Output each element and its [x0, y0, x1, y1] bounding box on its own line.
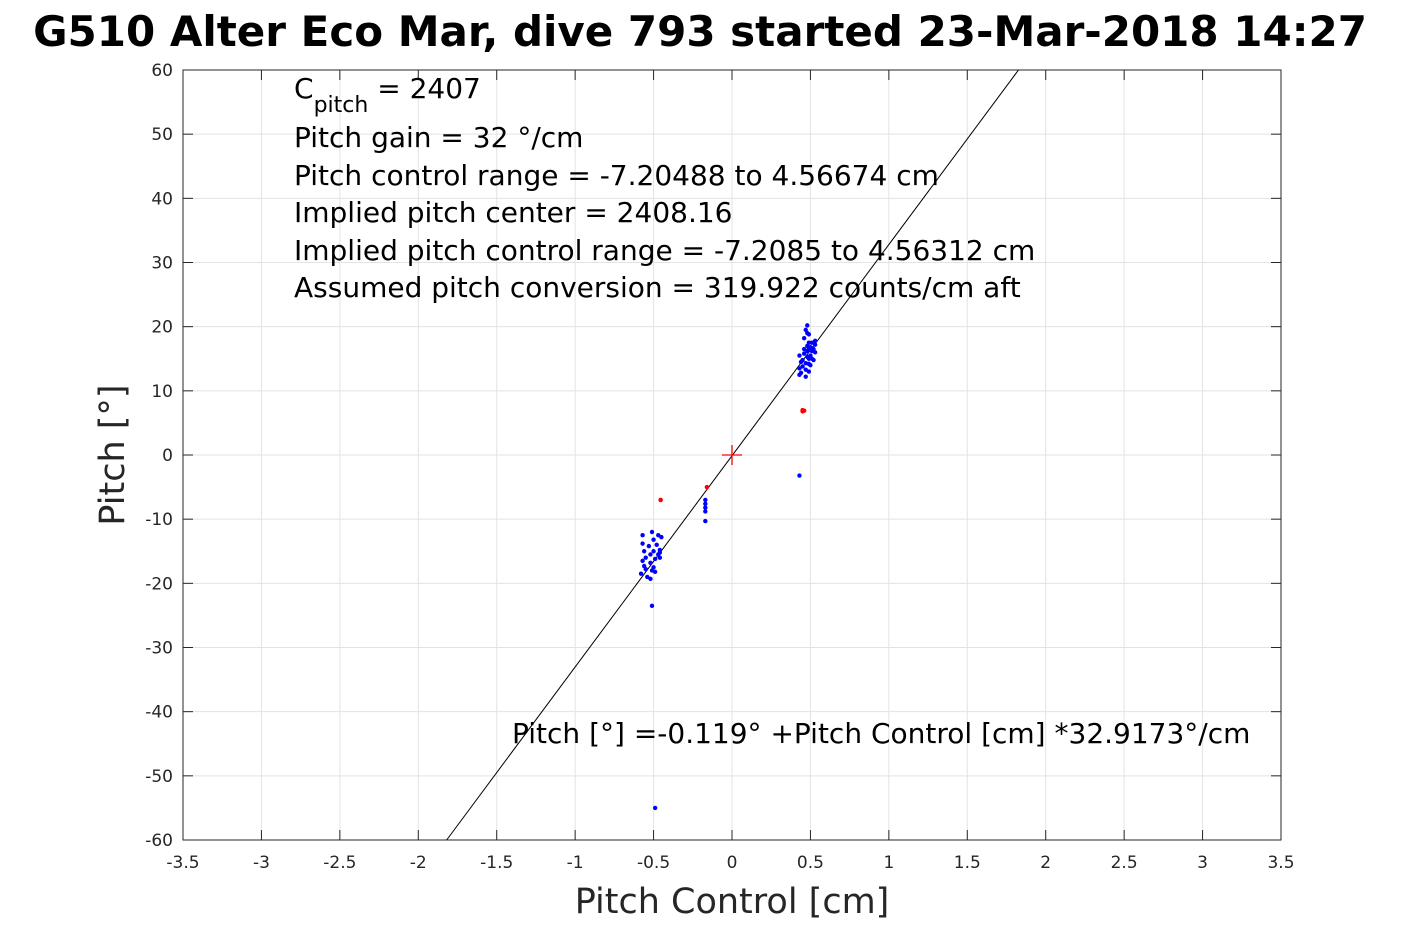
data-point [704, 484, 710, 490]
data-point [658, 497, 663, 503]
c-pitch-value: = 2407 [368, 72, 481, 105]
data-point [797, 353, 802, 358]
data-point [805, 323, 810, 328]
data-point [640, 541, 645, 546]
data-point [703, 497, 708, 503]
fit-equation: Pitch [°] =-0.119° +Pitch Control [cm] *… [512, 717, 1250, 750]
y-tick-label: -50 [145, 767, 173, 787]
data-point [812, 338, 818, 343]
data-point [801, 408, 807, 413]
annotation-block: Cpitch = 2407 Pitch gain = 32 °/cm Pitch… [294, 72, 1035, 304]
data-point [643, 555, 648, 560]
y-tick-label: 10 [151, 382, 173, 402]
data-point [651, 537, 656, 542]
data-point [652, 569, 658, 574]
data-point [806, 340, 812, 345]
annotation-line: Implied pitch center = 2408.16 [294, 196, 732, 229]
axis-ticks: -3.5 -3 -2.5 -2 -1.5 -1 -0.5 0 0.5 1 1.5 2 2.5 3 3.5 -6… [145, 61, 1294, 873]
data-point [652, 556, 658, 562]
data-point [812, 350, 818, 355]
data-point [641, 549, 647, 554]
x-tick-label: 2.5 [1111, 853, 1138, 873]
y-tick-label: -60 [145, 831, 173, 851]
y-tick-label: -40 [145, 703, 173, 723]
x-tick-label: -1.5 [480, 853, 513, 873]
c-pitch-main: C [294, 72, 314, 105]
x-tick-label: 3.5 [1267, 853, 1294, 873]
annotation-line: Pitch control range = -7.20488 to 4.5667… [294, 159, 939, 192]
data-point [646, 543, 652, 549]
data-point [648, 560, 653, 565]
x-tick-label: -2.5 [323, 853, 356, 873]
data-point [801, 336, 807, 341]
y-tick-label: 20 [151, 318, 173, 338]
data-point [643, 567, 648, 572]
data-point [651, 565, 656, 570]
y-tick-label: 60 [151, 61, 173, 81]
x-tick-label: 0.5 [797, 853, 824, 873]
x-tick-label: 0 [727, 853, 738, 873]
data-point [651, 549, 656, 554]
data-point [703, 518, 708, 524]
data-point [648, 576, 653, 582]
x-tick-label: 2 [1040, 853, 1051, 873]
data-point [652, 805, 658, 811]
data-point [798, 370, 804, 376]
chart-title: G510 Alter Eco Mar, dive 793 started 23-… [33, 7, 1367, 56]
annotation-line: Assumed pitch conversion = 319.922 count… [294, 271, 1021, 304]
x-tick-label: -3 [253, 853, 270, 873]
data-point [649, 529, 655, 535]
data-point [800, 364, 805, 369]
x-tick-label: 1 [883, 853, 894, 873]
y-tick-label: 40 [151, 189, 173, 209]
data-point [657, 550, 663, 555]
c-pitch-annotation: Cpitch = 2407 [294, 72, 481, 118]
y-tick-label: -20 [145, 574, 173, 594]
c-pitch-subscript: pitch [314, 93, 369, 118]
x-tick-label: 1.5 [954, 853, 981, 873]
data-point [649, 603, 655, 608]
data-point [812, 342, 818, 347]
data-point [803, 374, 808, 379]
data-point [806, 332, 812, 337]
data-point [703, 505, 708, 510]
data-points [638, 323, 818, 811]
data-point [638, 571, 644, 576]
y-axis-label: Pitch [°] [93, 384, 133, 525]
data-point [797, 473, 802, 478]
y-tick-label: 0 [162, 446, 173, 466]
data-point [654, 542, 659, 548]
data-point [800, 357, 805, 363]
annotation-line: Implied pitch control range = -7.2085 to… [294, 234, 1035, 267]
y-tick-label: 50 [151, 125, 173, 145]
data-point [657, 555, 663, 560]
data-point [640, 533, 645, 538]
x-tick-label: -1 [567, 853, 584, 873]
annotation-line: Pitch gain = 32 °/cm [294, 121, 583, 154]
x-tick-label: -3.5 [166, 853, 199, 873]
data-point [703, 501, 708, 506]
data-point [640, 558, 645, 564]
center-marker [722, 445, 742, 465]
data-point [811, 357, 816, 363]
data-point [808, 362, 813, 368]
x-tick-label: 3 [1197, 853, 1208, 873]
data-point [806, 369, 812, 374]
data-point [659, 534, 664, 540]
x-tick-label: -0.5 [637, 853, 670, 873]
y-tick-label: -10 [145, 510, 173, 530]
data-point [801, 351, 807, 356]
data-point [703, 509, 708, 514]
y-tick-label: -30 [145, 639, 173, 659]
data-point [648, 552, 653, 557]
x-tick-label: -2 [410, 853, 427, 873]
y-tick-label: 30 [151, 254, 173, 274]
x-axis-label: Pitch Control [cm] [575, 882, 890, 922]
grid-lines [182, 69, 1282, 841]
